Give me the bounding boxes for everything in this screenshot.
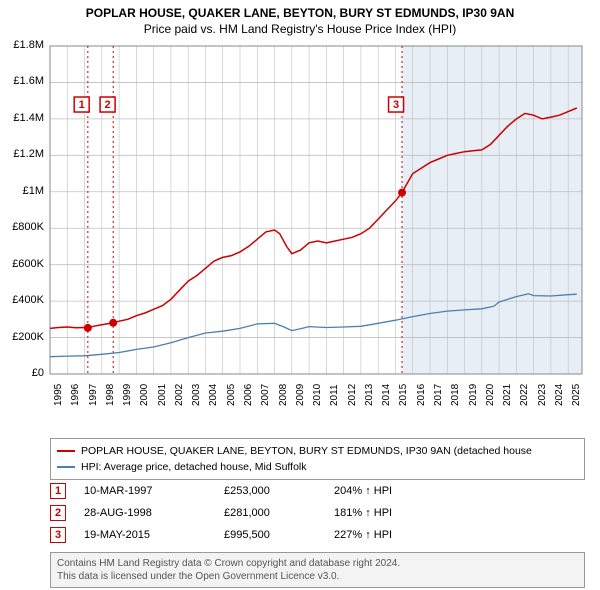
sale-event-pct: 204% ↑ HPI	[334, 485, 392, 497]
sale-event-pct: 227% ↑ HPI	[334, 529, 392, 541]
y-axis-label: £800K	[4, 221, 44, 233]
x-axis-label: 2008	[278, 384, 289, 406]
sale-event-pct: 181% ↑ HPI	[334, 507, 392, 519]
x-axis-label: 1995	[53, 384, 64, 406]
x-axis-label: 1996	[70, 384, 81, 406]
attribution-box: Contains HM Land Registry data © Crown c…	[50, 552, 585, 588]
x-axis-label: 2003	[191, 384, 202, 406]
x-axis-label: 2000	[139, 384, 150, 406]
legend-swatch	[57, 466, 75, 468]
sale-event-date: 10-MAR-1997	[84, 485, 224, 497]
svg-text:2: 2	[105, 99, 111, 111]
sale-event-date: 19-MAY-2015	[84, 529, 224, 541]
x-axis-label: 2015	[398, 384, 409, 406]
x-axis-label: 2006	[243, 384, 254, 406]
x-axis-label: 2022	[519, 384, 530, 406]
chart-subtitle: Price paid vs. HM Land Registry's House …	[0, 20, 600, 36]
y-axis-label: £0	[4, 367, 44, 379]
x-axis-label: 2021	[502, 384, 513, 406]
x-axis-label: 2024	[554, 384, 565, 406]
legend-swatch	[57, 450, 75, 452]
x-axis-label: 2004	[208, 384, 219, 406]
x-axis-label: 1999	[122, 384, 133, 406]
x-axis-label: 2018	[450, 384, 461, 406]
y-axis-label: £200K	[4, 331, 44, 343]
attribution-line-1: Contains HM Land Registry data © Crown c…	[57, 557, 578, 570]
sale-events-table: 1 10-MAR-1997£253,000204% ↑ HPI 2 28-AUG-19…	[50, 480, 585, 546]
sale-event-row: 2 28-AUG-1998£281,000181% ↑ HPI	[50, 502, 585, 524]
chart-title: POPLAR HOUSE, QUAKER LANE, BEYTON, BURY …	[0, 0, 600, 20]
x-axis-label: 2001	[157, 384, 168, 406]
legend-item: HPI: Average price, detached house, Mid …	[57, 459, 578, 475]
sale-event-row: 3 19-MAY-2015£995,500227% ↑ HPI	[50, 524, 585, 546]
x-axis-label: 2019	[468, 384, 479, 406]
price-chart: 1 2 3 £0 £200K £400K £600K £800K £1M £1.2M £1.4M £…	[0, 40, 600, 430]
y-axis-label: £1.2M	[4, 148, 44, 160]
x-axis-label: 2009	[295, 384, 306, 406]
x-axis-label: 2010	[312, 384, 323, 406]
attribution-line-2: This data is licensed under the Open Gov…	[57, 570, 578, 583]
x-axis-label: 2023	[537, 384, 548, 406]
x-axis-label: 2014	[381, 384, 392, 406]
legend-label: HPI: Average price, detached house, Mid …	[81, 459, 307, 475]
svg-text:3: 3	[393, 99, 399, 111]
chart-legend: POPLAR HOUSE, QUAKER LANE, BEYTON, BURY …	[50, 438, 585, 480]
x-axis-label: 2005	[226, 384, 237, 406]
x-axis-label: 1997	[88, 384, 99, 406]
sale-event-price: £253,000	[224, 485, 334, 497]
y-axis-label: £1.8M	[4, 39, 44, 51]
x-axis-label: 2017	[433, 384, 444, 406]
sale-event-marker: 2	[50, 505, 66, 521]
y-axis-label: £1.4M	[4, 112, 44, 124]
x-axis-label: 2013	[364, 384, 375, 406]
x-axis-label: 2002	[174, 384, 185, 406]
sale-event-marker: 1	[50, 483, 66, 499]
x-axis-label: 2011	[329, 384, 340, 406]
y-axis-label: £400K	[4, 294, 44, 306]
x-axis-label: 2016	[416, 384, 427, 406]
sale-event-row: 1 10-MAR-1997£253,000204% ↑ HPI	[50, 480, 585, 502]
svg-text:1: 1	[79, 99, 85, 111]
x-axis-label: 1998	[105, 384, 116, 406]
x-axis-label: 2007	[260, 384, 271, 406]
sale-event-date: 28-AUG-1998	[84, 507, 224, 519]
sale-event-marker: 3	[50, 527, 66, 543]
y-axis-label: £1.6M	[4, 75, 44, 87]
sale-event-price: £995,500	[224, 529, 334, 541]
x-axis-label: 2020	[485, 384, 496, 406]
legend-label: POPLAR HOUSE, QUAKER LANE, BEYTON, BURY …	[81, 443, 532, 459]
y-axis-label: £600K	[4, 258, 44, 270]
sale-event-price: £281,000	[224, 507, 334, 519]
legend-item: POPLAR HOUSE, QUAKER LANE, BEYTON, BURY …	[57, 443, 578, 459]
x-axis-label: 2012	[347, 384, 358, 406]
x-axis-label: 2025	[571, 384, 582, 406]
y-axis-label: £1M	[4, 185, 44, 197]
